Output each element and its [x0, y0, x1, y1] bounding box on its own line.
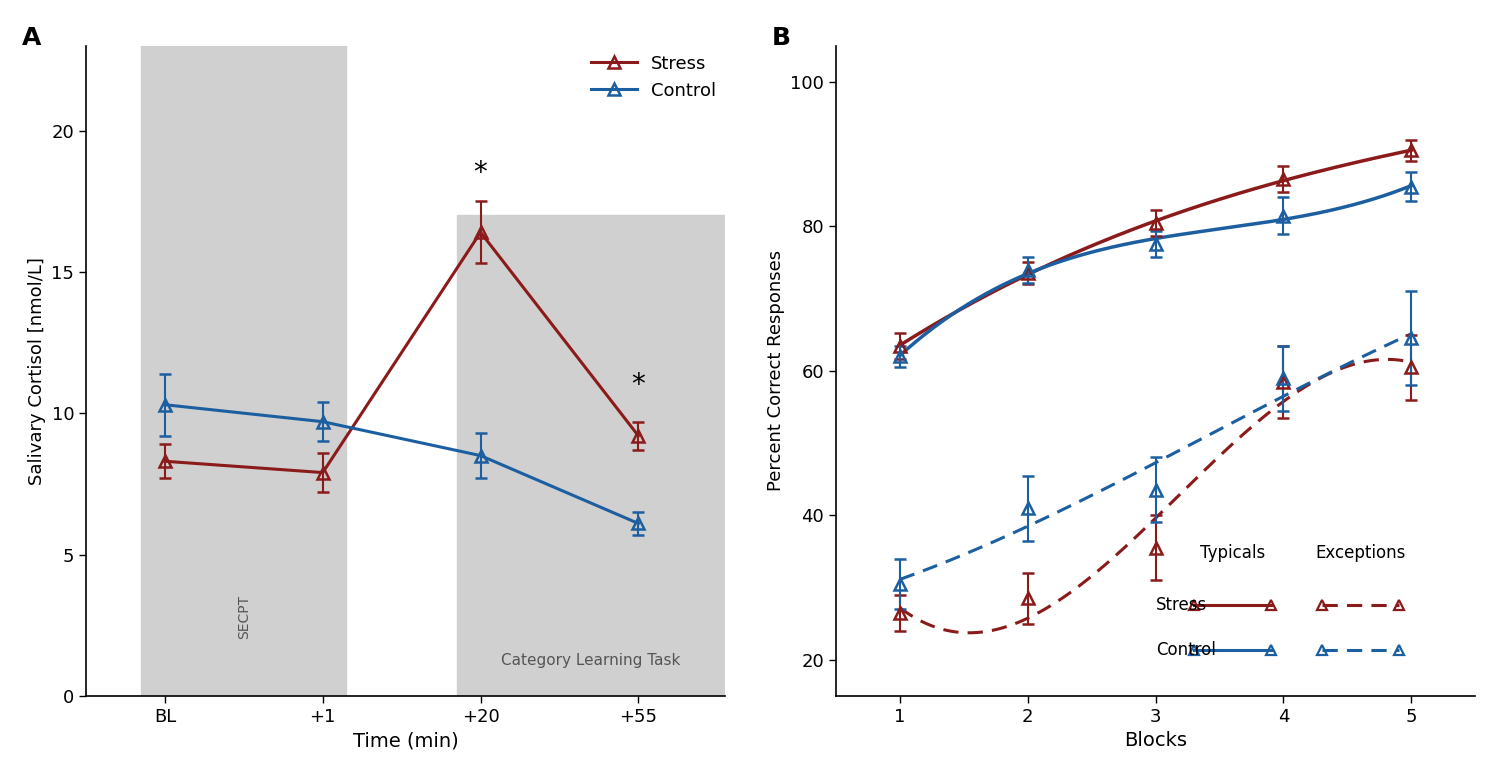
Text: B: B: [773, 26, 791, 51]
Bar: [141, 46, 346, 696]
Text: Typicals: Typicals: [1199, 544, 1266, 562]
Text: Stress: Stress: [1156, 596, 1207, 614]
Text: Category Learning Task: Category Learning Task: [502, 653, 681, 668]
Text: Exceptions: Exceptions: [1315, 544, 1405, 562]
Text: A: A: [23, 26, 42, 51]
Bar: [457, 216, 724, 696]
X-axis label: Blocks: Blocks: [1124, 731, 1187, 750]
Text: Control: Control: [1156, 641, 1216, 659]
Y-axis label: Salivary Cortisol [nmol/L]: Salivary Cortisol [nmol/L]: [27, 257, 45, 485]
Text: SECPT: SECPT: [237, 595, 251, 640]
X-axis label: Time (min): Time (min): [353, 731, 458, 750]
Text: *: *: [473, 159, 487, 187]
Text: *: *: [631, 371, 645, 399]
Legend: Stress, Control: Stress, Control: [592, 54, 715, 100]
Y-axis label: Percent Correct Responses: Percent Correct Responses: [767, 251, 785, 492]
